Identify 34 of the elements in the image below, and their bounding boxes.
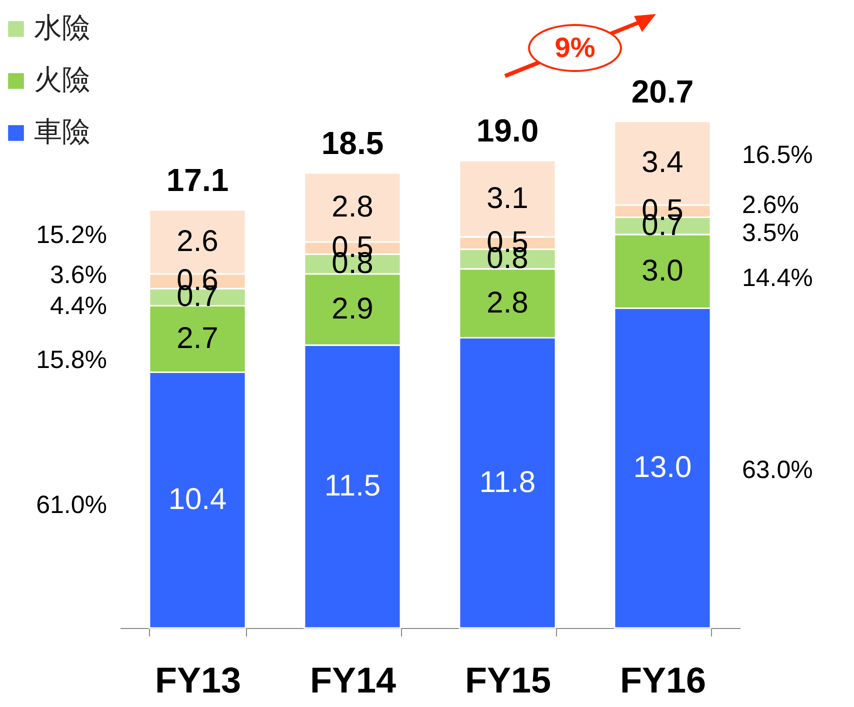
legend-label: 火險: [34, 64, 90, 95]
text: 61.0%: [36, 491, 107, 519]
text: 14.4%: [742, 264, 813, 292]
data-label: 13.0: [633, 451, 692, 484]
text: 63.0%: [742, 456, 813, 484]
data-label: 3.0: [642, 254, 684, 288]
total-label: 19.0: [476, 112, 539, 149]
total-label: 20.7: [631, 73, 694, 110]
data-label: 3.1: [486, 182, 528, 215]
legend-label: 水險: [34, 12, 90, 43]
x-tick-label: FY15: [464, 660, 552, 700]
text: 2.6%: [742, 191, 799, 219]
data-label: 3.4: [642, 146, 684, 180]
text: 15.8%: [36, 346, 107, 374]
total-label: 17.1: [166, 162, 229, 198]
text: 15.2%: [36, 221, 107, 249]
text: 9%: [528, 24, 622, 72]
data-label: 2.7: [176, 322, 218, 356]
data-label: 11.5: [324, 470, 381, 503]
text: 4.4%: [50, 292, 107, 320]
x-tick-label: FY16: [620, 660, 706, 700]
text: 16.5%: [742, 141, 813, 169]
text: 3.6%: [50, 261, 107, 289]
data-label: 10.4: [168, 483, 227, 516]
legend-label: 車險: [34, 116, 90, 147]
total-label: 18.5: [321, 124, 384, 161]
x-tick-label: FY13: [154, 660, 242, 700]
data-label: 2.8: [486, 286, 528, 320]
data-label: 2.8: [332, 190, 374, 224]
data-label: 11.8: [479, 466, 536, 499]
data-label: 2.6: [176, 224, 218, 258]
text: 3.5%: [742, 219, 799, 247]
x-tick-label: FY14: [310, 660, 396, 700]
data-label: 2.9: [332, 292, 374, 326]
